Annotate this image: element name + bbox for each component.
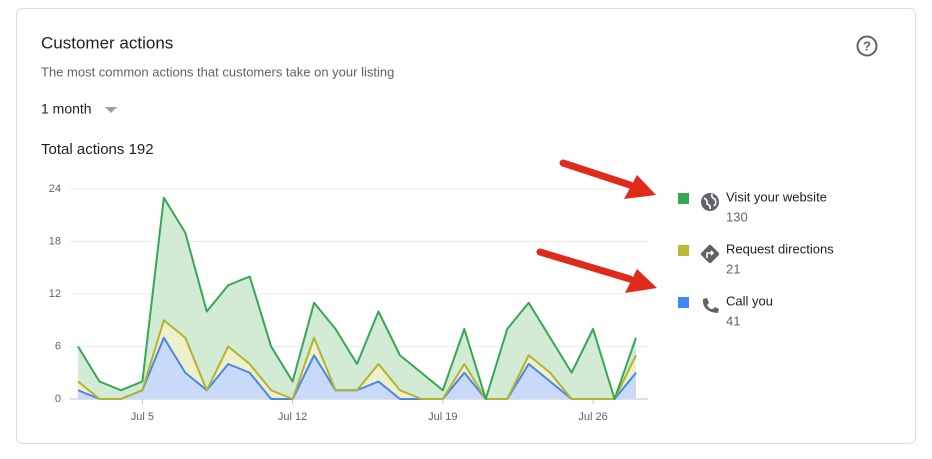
globe-icon bbox=[701, 193, 719, 211]
total-label: Total actions bbox=[41, 141, 124, 158]
help-mark[interactable]: ? bbox=[863, 38, 871, 53]
x-tick-label: Jul 19 bbox=[428, 411, 457, 423]
help-button[interactable]: ? bbox=[856, 35, 878, 57]
total-value: 192 bbox=[129, 141, 154, 158]
legend-total: 41 bbox=[726, 313, 740, 328]
plot: 0 6 12 18 24 Jul 5 Jul 12 Jul 19 Jul 26 bbox=[49, 183, 648, 423]
total-actions: Total actions 192 bbox=[41, 141, 154, 158]
area-fill bbox=[78, 337, 636, 399]
area-line bbox=[77, 319, 637, 400]
legend-swatch bbox=[678, 193, 689, 204]
y-tick-label: 18 bbox=[49, 235, 61, 247]
y-tick-label: 24 bbox=[49, 183, 61, 195]
subtitle: The most common actions that customers t… bbox=[41, 64, 394, 79]
phone-icon bbox=[702, 298, 719, 313]
range-label[interactable]: 1 month bbox=[41, 101, 92, 117]
legend-total: 130 bbox=[726, 209, 748, 224]
x-tick-label: Jul 26 bbox=[578, 411, 607, 423]
x-tick-label: Jul 5 bbox=[131, 411, 154, 423]
y-tick-label: 6 bbox=[55, 340, 61, 352]
legend-swatch bbox=[678, 245, 689, 256]
annotation-arrow bbox=[536, 248, 657, 293]
y-tick-label: 12 bbox=[49, 288, 61, 300]
area-line bbox=[77, 196, 637, 400]
legend-label: Request directions bbox=[726, 241, 834, 256]
annotation-arrow bbox=[559, 159, 656, 199]
y-tick-label: 0 bbox=[55, 393, 61, 405]
x-tick-label: Jul 12 bbox=[278, 411, 307, 423]
legend-total: 21 bbox=[726, 261, 740, 276]
range-dropdown[interactable]: 1 month bbox=[41, 101, 117, 117]
dropdown-arrow[interactable] bbox=[105, 107, 117, 113]
title: Customer actions bbox=[41, 33, 173, 52]
directions-icon bbox=[700, 244, 720, 264]
legend-swatch bbox=[678, 297, 689, 308]
help-circle[interactable] bbox=[856, 35, 878, 57]
legend-label: Call you bbox=[726, 293, 773, 308]
area-fill bbox=[78, 197, 636, 399]
legend-label: Visit your website bbox=[726, 189, 827, 204]
